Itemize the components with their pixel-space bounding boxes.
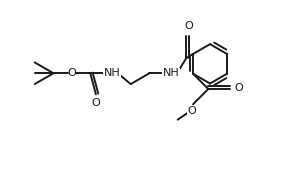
Text: O: O bbox=[68, 68, 76, 78]
Text: O: O bbox=[184, 21, 193, 31]
Text: NH: NH bbox=[104, 68, 120, 78]
Text: NH: NH bbox=[163, 68, 180, 78]
Text: O: O bbox=[188, 106, 196, 116]
Text: O: O bbox=[235, 83, 244, 93]
Text: O: O bbox=[92, 98, 100, 108]
